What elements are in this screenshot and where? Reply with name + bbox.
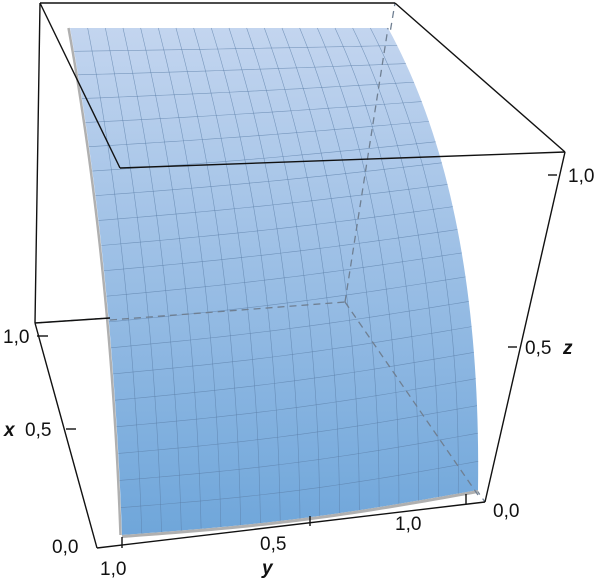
z-tick-1: 1,0 [568,166,594,187]
box-edge [394,2,566,153]
box-edge-hidden [344,301,479,496]
mesh-line-v [98,184,448,221]
mesh-line-v [106,252,462,297]
box-edge-hidden [344,27,389,303]
surface-bottom-edge [121,490,479,538]
mesh-line-v [85,101,422,123]
mesh-line-v [103,229,458,272]
z-axis-label: z [562,338,573,359]
box-front-edges [34,2,566,548]
box-edge-hidden [109,301,346,321]
mesh-line-v [113,326,472,375]
box-edge [34,322,98,549]
mesh-line-v [88,121,429,147]
box-edge [484,151,566,503]
mesh-line-v [119,432,478,481]
mesh-line-v [111,301,469,349]
y-tick-05: 0,5 [260,534,286,555]
mesh-line-v [116,378,476,428]
x-tick-05: 0,5 [25,420,51,441]
mesh-line-v [81,81,415,99]
x-axis-label: x [3,420,16,441]
y-axis-label: y [261,558,274,579]
mesh-line-v [114,352,474,401]
x-tick-0: 0,0 [52,537,78,558]
mesh-line-v [74,45,398,52]
mesh-line-v [120,460,479,508]
surface [67,27,479,538]
surface-fill [70,28,479,535]
mesh-line-v [118,405,478,454]
box-edge [34,2,41,324]
mesh-line-v [101,206,453,246]
surface-left-edge [67,27,122,536]
box-edge [119,151,566,169]
z-tick-0: 0,0 [493,501,519,522]
mesh-line-v [78,63,406,76]
box-edge [39,2,121,169]
z-tick-05: 0,5 [525,338,551,359]
mesh-line-v [95,162,442,196]
box-edge [34,317,111,324]
y-tick-right: 1,0 [395,514,421,535]
mesh-line-v [108,276,466,323]
y-tick-left: 1,0 [100,559,126,580]
x-tick-1: 1,0 [3,327,29,348]
box-edge [96,501,486,549]
